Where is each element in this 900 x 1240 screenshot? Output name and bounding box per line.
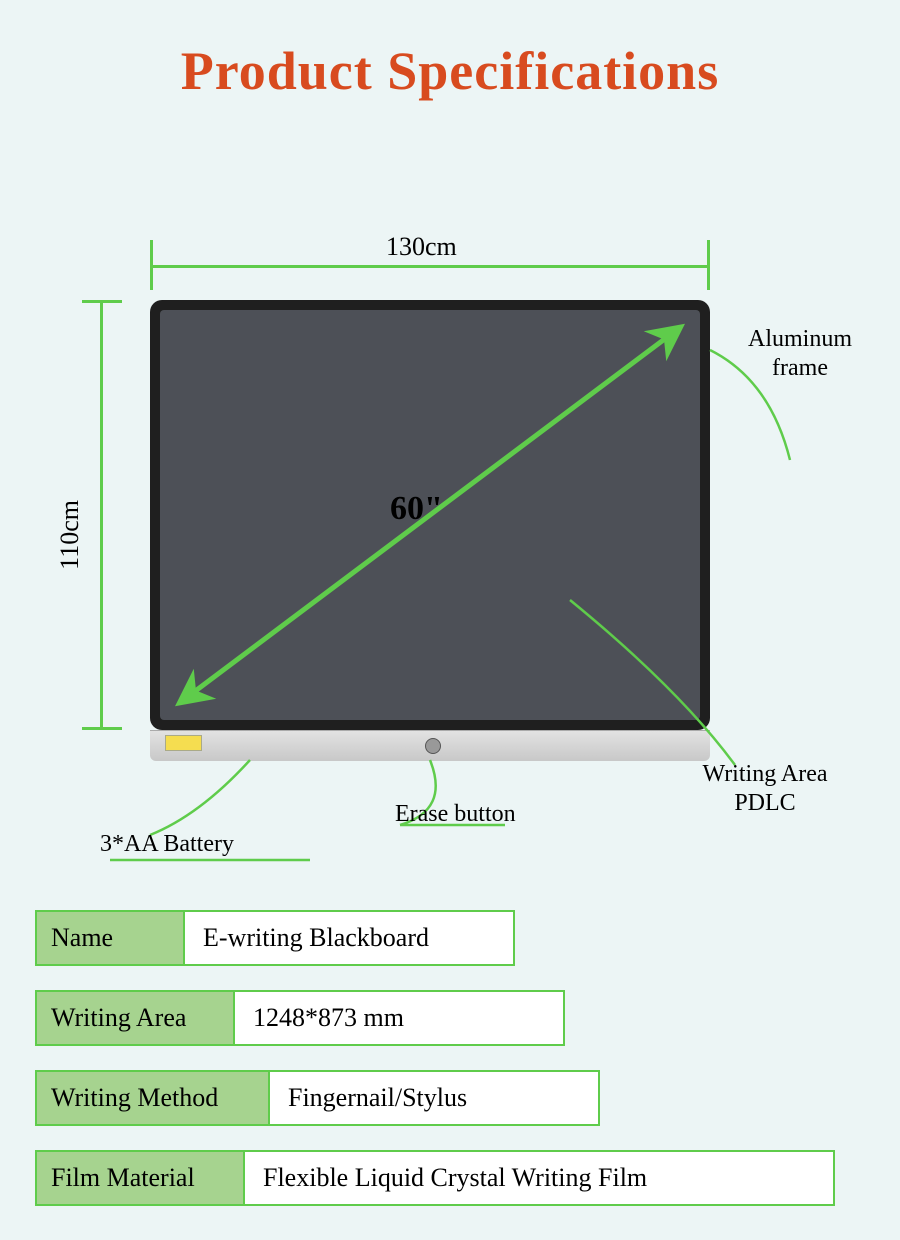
spec-value: Fingernail/Stylus (270, 1070, 600, 1126)
spec-value: Flexible Liquid Crystal Writing Film (245, 1150, 835, 1206)
warning-sticker (165, 735, 202, 751)
erase-button-icon (425, 738, 441, 754)
spec-row: Film Material Flexible Liquid Crystal Wr… (35, 1150, 865, 1206)
spec-row: Writing Area 1248*873 mm (35, 990, 865, 1046)
product-diagram: 130cm 110cm 60" Aluminum frame Writing A… (0, 210, 900, 910)
spec-value: 1248*873 mm (235, 990, 565, 1046)
spec-label: Film Material (35, 1150, 245, 1206)
width-dimension-line (150, 265, 710, 268)
callout-battery: 3*AA Battery (100, 830, 234, 859)
width-label: 130cm (380, 232, 463, 262)
spec-value: E-writing Blackboard (185, 910, 515, 966)
spec-row: Writing Method Fingernail/Stylus (35, 1070, 865, 1126)
page-title: Product Specifications (0, 40, 900, 102)
callout-erase: Erase button (395, 800, 516, 829)
callout-writing-area: Writing Area PDLC (670, 760, 860, 818)
callout-frame: Aluminum frame (730, 325, 870, 383)
spec-label: Writing Method (35, 1070, 270, 1126)
height-label: 110cm (55, 500, 85, 570)
height-dimension-line (100, 300, 103, 730)
diagonal-label: 60" (390, 490, 443, 528)
spec-row: Name E-writing Blackboard (35, 910, 865, 966)
spec-label: Name (35, 910, 185, 966)
spec-table: Name E-writing Blackboard Writing Area 1… (35, 910, 865, 1230)
spec-label: Writing Area (35, 990, 235, 1046)
